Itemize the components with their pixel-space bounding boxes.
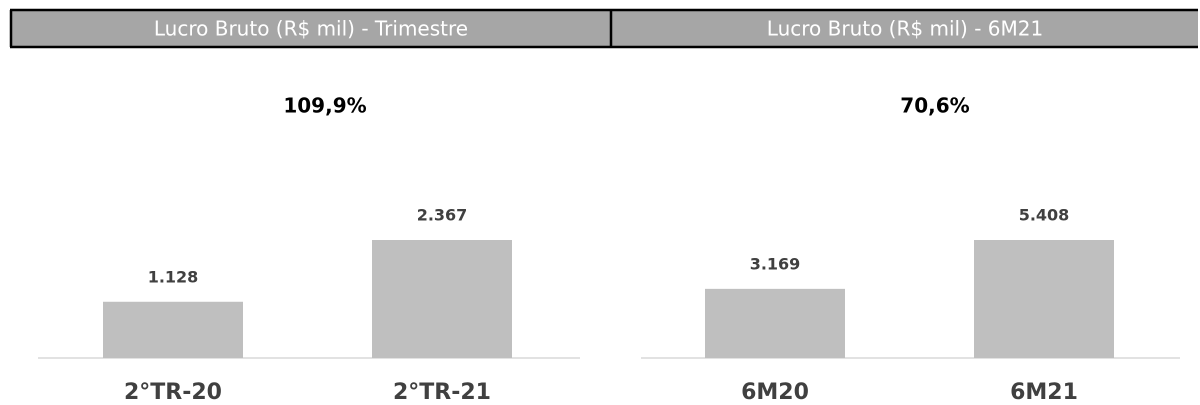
header-bar <box>10 10 1198 47</box>
panel-title: Lucro Bruto (R$ mil) - 6M21 <box>767 17 1043 41</box>
bar <box>974 240 1114 358</box>
bar <box>103 301 243 358</box>
category-label: 2°TR-21 <box>393 380 491 405</box>
category-label: 2°TR-20 <box>124 380 222 405</box>
value-label: 5.408 <box>1019 206 1070 225</box>
panel-title: Lucro Bruto (R$ mil) - Trimestre <box>154 17 468 41</box>
category-label: 6M21 <box>1010 380 1078 405</box>
bar <box>372 240 512 358</box>
header-border <box>9 8 1198 49</box>
value-label: 1.128 <box>148 267 199 286</box>
value-label: 2.367 <box>417 206 468 225</box>
bar <box>705 288 845 358</box>
category-label: 6M20 <box>741 380 809 405</box>
growth-annotation: 109,9% <box>283 94 366 118</box>
value-label: 3.169 <box>750 254 801 273</box>
growth-annotation: 70,6% <box>900 94 969 118</box>
